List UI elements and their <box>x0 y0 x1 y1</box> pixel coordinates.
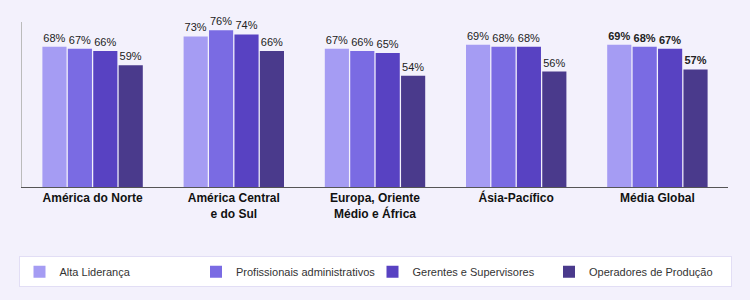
svg-text:67%: 67% <box>659 34 681 46</box>
svg-text:68%: 68% <box>518 32 540 44</box>
svg-text:66%: 66% <box>351 36 373 48</box>
svg-text:68%: 68% <box>43 32 65 44</box>
svg-text:69%: 69% <box>467 30 489 42</box>
svg-text:67%: 67% <box>69 34 91 46</box>
svg-text:59%: 59% <box>120 50 142 62</box>
svg-text:74%: 74% <box>235 19 257 31</box>
svg-text:76%: 76% <box>210 15 232 27</box>
svg-text:67%: 67% <box>326 34 348 46</box>
svg-text:América do Norte: América do Norte <box>43 191 143 205</box>
svg-text:América Centrale do Sul: América Centrale do Sul <box>188 191 280 221</box>
svg-text:57%: 57% <box>684 54 706 66</box>
svg-text:Operadores de Produção: Operadores de Produção <box>589 266 713 278</box>
svg-text:Gerentes e Supervisores: Gerentes e Supervisores <box>413 266 535 278</box>
svg-text:Média Global: Média Global <box>620 191 695 205</box>
svg-text:65%: 65% <box>377 38 399 50</box>
svg-text:56%: 56% <box>543 57 565 69</box>
svg-text:Europa, OrienteMédio e África: Europa, OrienteMédio e África <box>330 191 420 221</box>
svg-text:Alta Liderança: Alta Liderança <box>60 266 131 278</box>
svg-text:54%: 54% <box>402 61 424 73</box>
svg-text:73%: 73% <box>185 21 207 33</box>
svg-text:66%: 66% <box>261 36 283 48</box>
svg-text:68%: 68% <box>492 32 514 44</box>
svg-text:Ásia-Pacífico: Ásia-Pacífico <box>479 190 554 205</box>
svg-text:68%: 68% <box>634 32 656 44</box>
svg-text:Profissionais administrativos: Profissionais administrativos <box>236 266 375 278</box>
svg-text:66%: 66% <box>94 36 116 48</box>
svg-text:69%: 69% <box>608 30 630 42</box>
